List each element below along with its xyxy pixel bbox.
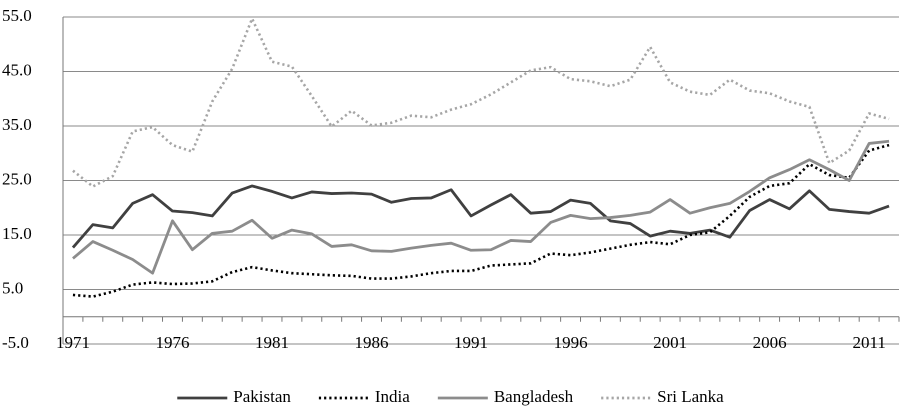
x-tick-label: 2001: [653, 333, 687, 352]
y-tick-label: 5.0: [2, 278, 23, 297]
y-tick-label: 25.0: [2, 169, 32, 188]
x-tick-label: 1996: [554, 333, 588, 352]
x-tick-label: 1971: [56, 333, 90, 352]
y-tick-label: 55.0: [2, 6, 32, 25]
legend-label: India: [375, 387, 410, 406]
x-tick-label: 1991: [454, 333, 488, 352]
line: [72, 139, 890, 275]
x-tick-label: 1976: [155, 333, 189, 352]
y-tick-label: 15.0: [2, 224, 32, 243]
x-tick-label: 1981: [255, 333, 289, 352]
x-tick-label: 2011: [852, 333, 885, 352]
y-tick-label: 35.0: [2, 115, 32, 134]
line: [72, 17, 890, 188]
y-tick-label: 45.0: [2, 60, 32, 79]
x-tick-label: 2006: [753, 333, 787, 352]
line: [71, 184, 890, 249]
legend-label: Bangladesh: [494, 387, 574, 406]
x-tick-label: 1986: [355, 333, 389, 352]
legend-label: Pakistan: [233, 387, 291, 406]
line: [72, 143, 890, 298]
y-tick-label: -5.0: [2, 333, 29, 352]
legend-label: Sri Lanka: [657, 387, 724, 406]
